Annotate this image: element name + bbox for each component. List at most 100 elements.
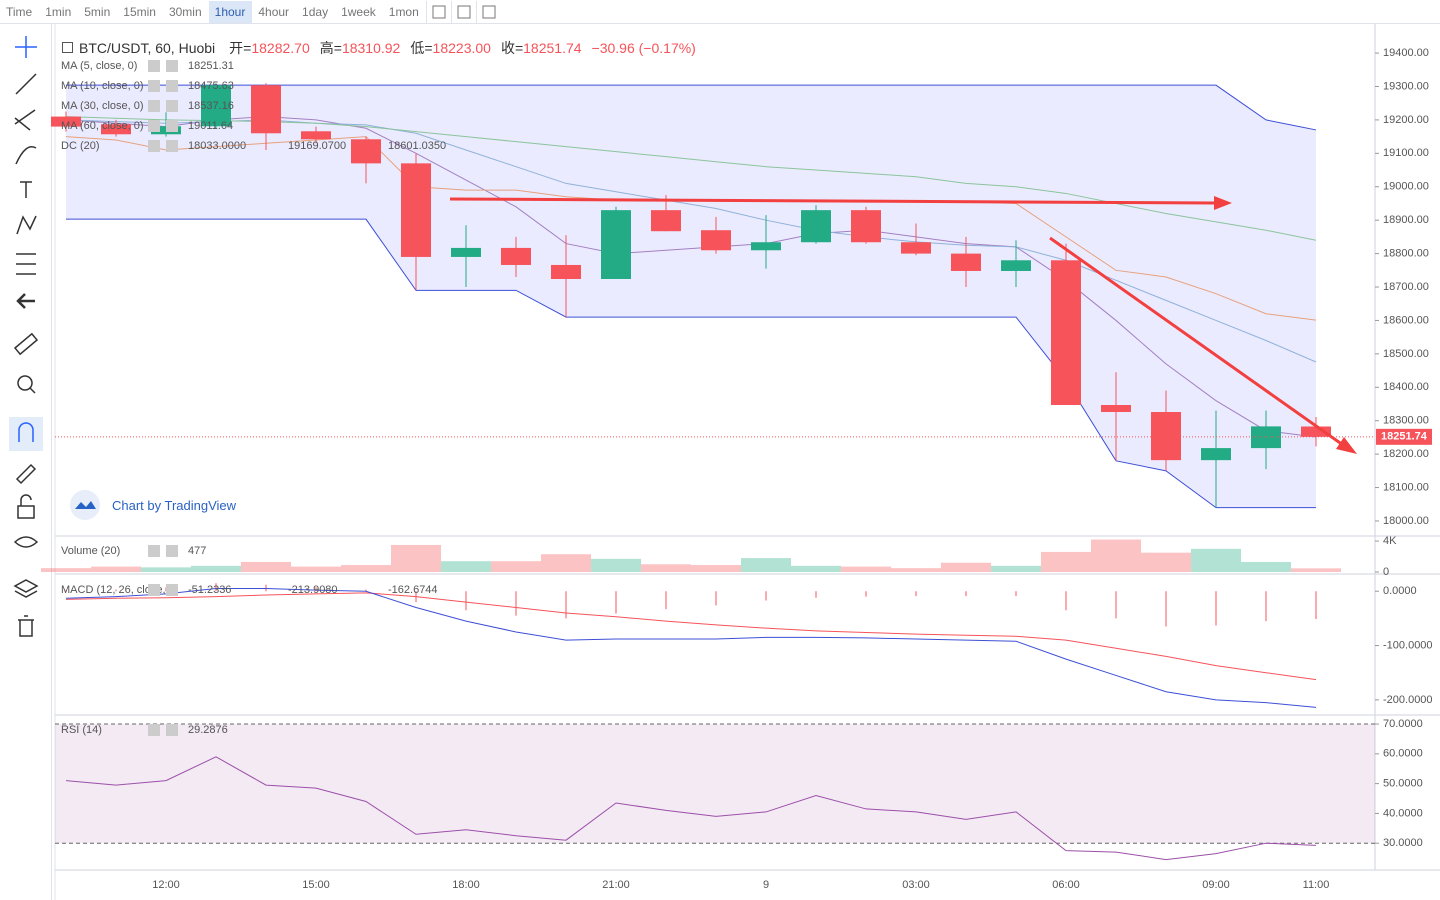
volume-bar (1191, 548, 1241, 572)
study-settings (148, 724, 160, 736)
zoom-tool[interactable] (17, 375, 36, 394)
interval-button[interactable]: 1week (341, 4, 376, 19)
y-tick-label: 19300.00 (1383, 80, 1429, 92)
candle-body (851, 210, 881, 243)
toolbar-icon[interactable] (425, 0, 451, 23)
y-tick-label: -100.0000 (1383, 639, 1433, 651)
study-remove (166, 724, 178, 736)
interval-button[interactable]: 1day (302, 4, 329, 19)
ohlc-value: 18223.00 (432, 40, 491, 56)
back-tool[interactable] (16, 293, 35, 309)
fib-tool[interactable] (14, 109, 36, 131)
ohlc-value: 18251.74 (523, 40, 582, 56)
x-tick-label: 9 (763, 879, 769, 891)
candle-body (801, 210, 831, 243)
interval-toolbar: Time 1min 5min 15min 30min 1hour 4hour 1day 1wee… (0, 0, 1440, 24)
delete-tool[interactable] (18, 615, 34, 637)
candle-body (651, 210, 681, 232)
study-remove (166, 584, 178, 596)
candle-body (1101, 404, 1131, 413)
symbol-header: BTC/USDT, 60, Huobi 开=18282.70 高=18310.92 低… (62, 38, 696, 58)
candle-body (401, 163, 431, 257)
volume-bar (991, 565, 1041, 572)
volume-bar (41, 568, 91, 572)
study-name: DC (20) (61, 140, 100, 152)
volume-bar (1041, 551, 1091, 572)
volume-bar (591, 558, 641, 572)
macd-signal-line (65, 592, 1317, 681)
interval-button[interactable]: 30min (168, 4, 202, 19)
candle-body (901, 242, 931, 254)
ohlc-value: 18310.92 (341, 40, 401, 56)
volume-bar (841, 566, 891, 572)
channel-lower (66, 218, 1316, 509)
icon (432, 5, 446, 18)
y-tick-label: 50.0000 (1383, 778, 1423, 790)
volume-bar (891, 568, 941, 572)
y-tick-label: 18500.00 (1383, 348, 1429, 360)
y-tick-label: 18600.00 (1383, 314, 1429, 326)
layers-tool[interactable] (13, 579, 39, 598)
y-tick-label: 30.0000 (1383, 837, 1423, 849)
x-tick-label: 18:00 (452, 879, 480, 891)
interval-button[interactable]: 15min (123, 4, 156, 19)
x-tick-label: 11:00 (1303, 879, 1330, 891)
study-value: -213.9080 (288, 584, 338, 596)
interval-button[interactable]: 1min (45, 4, 72, 19)
ohlc-label: 开= (229, 40, 252, 56)
collapse-box (62, 42, 73, 53)
watermark-text: Chart by TradingView (112, 497, 237, 513)
study-remove (166, 100, 178, 112)
y-tick-label: 19200.00 (1383, 114, 1429, 126)
ohlc-label: 低= (410, 40, 433, 56)
volume-bar (541, 554, 591, 572)
candle-body (1201, 448, 1231, 461)
watermark[interactable]: Chart by TradingView (68, 490, 236, 520)
drawing-toolbar (0, 24, 52, 900)
last-price-tag (1376, 428, 1432, 445)
volume-bar (191, 565, 241, 572)
y-tick-label: 19400.00 (1383, 47, 1429, 59)
study-settings (148, 545, 160, 557)
toolbar-icon[interactable] (450, 0, 476, 23)
candle-body (301, 131, 331, 140)
candle-body (601, 210, 631, 279)
x-tick-label: 03:00 (902, 879, 930, 891)
study-value: 18601.0350 (388, 140, 446, 152)
study-name: RSI (14) (61, 724, 102, 736)
brush-tool[interactable] (15, 146, 37, 165)
ruler-tool[interactable] (13, 332, 39, 356)
volume-bar (491, 561, 541, 572)
study-name: MA (60, close, 0) (61, 120, 144, 132)
last-price-label: 18251.74 (1381, 431, 1428, 443)
interval-button[interactable]: 1mon (388, 4, 419, 19)
volume-bar (1291, 568, 1341, 572)
y-tick-label: 60.0000 (1383, 748, 1423, 760)
lock-draw-tool[interactable] (15, 463, 37, 485)
candle-body (451, 247, 481, 257)
study-value: 18475.63 (188, 80, 234, 92)
visibility-tool[interactable] (13, 536, 39, 548)
candle-body (701, 230, 731, 251)
study-settings (148, 120, 160, 132)
volume-bar (941, 562, 991, 572)
study-name: MA (30, close, 0) (61, 100, 144, 112)
y-tick-label: 40.0000 (1383, 807, 1423, 819)
interval-button[interactable]: 4hour (258, 4, 290, 19)
pattern-tool[interactable] (16, 215, 37, 235)
text-tool[interactable] (20, 181, 32, 198)
interval-button[interactable]: 5min (84, 4, 111, 19)
toolbar-icon[interactable] (475, 0, 501, 23)
crosshair-tool[interactable] (15, 36, 37, 58)
interval-button[interactable]: 1hour (208, 0, 253, 23)
interval-button[interactable]: Time (6, 4, 33, 19)
candle-body (951, 253, 981, 271)
lock-tool[interactable] (17, 494, 35, 519)
ohlc-label: 收= (500, 40, 524, 56)
prediction-tool[interactable] (16, 253, 36, 275)
ohlc-label: 高= (319, 40, 342, 56)
trend-line-tool[interactable] (15, 73, 37, 95)
rsi-line (65, 756, 1317, 861)
